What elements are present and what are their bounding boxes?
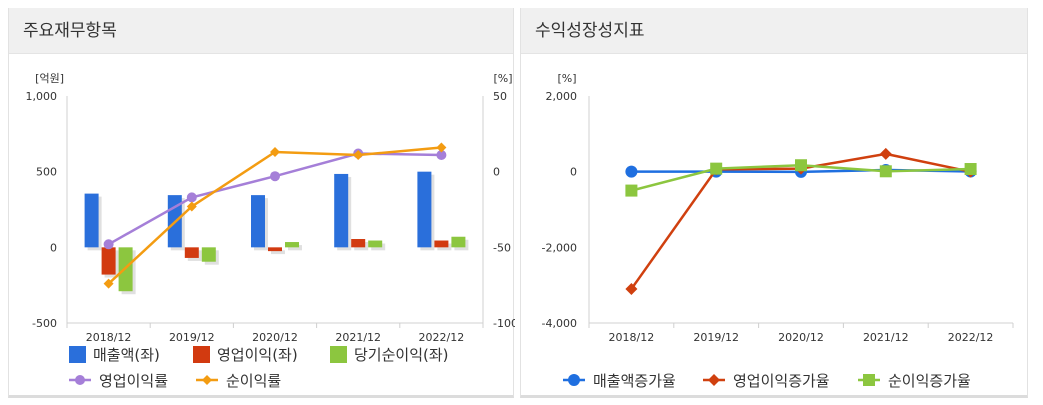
legend-marker [202,375,212,385]
x-tick-label: 2018/12 [86,331,132,344]
legend-swatch [193,346,210,363]
line-point [879,147,892,160]
legend-label: 매출액(좌) [93,346,160,364]
bar-series-0 [84,193,99,248]
line-point [103,239,114,250]
growth-indicators-chart: [%] 2,000 0 -2,000 -4,000 2018/12 2019/12 2020/… [542,72,1014,390]
y-axis-unit: [%] [557,72,576,85]
legend-label: 순이익률 [226,372,281,390]
bar-series-1 [184,247,199,258]
right-y-tick-label: 50 [493,90,507,103]
x-tick-label: 2021/12 [335,331,381,344]
line-point [186,192,197,203]
panel-title: 수익성장성지표 [521,8,1027,54]
bar-series-1 [351,239,366,248]
legend-label: 영업이익증가율 [733,372,830,390]
right-axis-unit: [%] [493,72,512,85]
bar-series-0 [251,195,265,248]
legend-label: 매출액증가율 [593,372,676,390]
left-y-tick-label: -500 [32,317,57,330]
x-tick-label: 2019/12 [169,331,215,344]
bar-series-1 [268,247,282,252]
bar-series-1 [434,240,449,248]
bar-series-0 [417,171,432,248]
right-y-tick-label: -100 [493,317,515,330]
x-tick-label: 2022/12 [948,331,994,344]
line-point [795,159,807,172]
line-point [625,282,638,295]
y-tick-label: 0 [570,166,577,179]
left-y-tick-label: 1,000 [26,90,58,103]
line-point [436,142,447,153]
bar-series-0 [334,173,349,248]
x-tick-label: 2020/12 [778,331,824,344]
left-axis-unit: [억원] [35,72,64,85]
bar-series-2 [451,236,466,248]
right-y-tick-label: 0 [493,166,500,179]
x-tick-label: 2021/12 [863,331,909,344]
y-tick-label: 2,000 [546,90,578,103]
left-y-tick-label: 0 [50,241,57,254]
panel-title: 주요재무항목 [9,8,513,54]
line-series-0 [107,152,442,246]
bar-shadow [288,245,302,251]
bar-series-2 [368,240,383,248]
legend-label: 당기순이익(좌) [354,346,449,364]
x-tick-label: 2019/12 [693,331,739,344]
y-tick-label: -2,000 [542,241,577,254]
line-point [625,165,638,178]
line-point [436,150,447,161]
line-point [186,201,197,212]
legend-label: 영업이익률 [99,372,168,390]
legend-marker [75,375,85,385]
y-tick-label: -4,000 [542,317,577,330]
x-tick-label: 2018/12 [609,331,655,344]
line-point [964,163,977,176]
legend-swatch [69,346,86,363]
right-y-tick-label: -50 [493,241,511,254]
line-point [270,171,280,182]
line-point [710,162,723,175]
legend-swatch [330,346,347,363]
x-tick-label: 2020/12 [252,331,298,344]
legend-marker [708,374,720,386]
bar-series-2 [201,247,216,262]
bar-series-2 [285,242,299,248]
legend-marker [863,374,875,386]
legend-label: 영업이익(좌) [217,346,298,364]
left-y-tick-label: 500 [36,166,57,179]
financial-items-panel: 주요재무항목 [억원] [%] 1,000 500 0 -500 50 0 -50 -100 201… [8,8,516,398]
legend-label: 순이익증가율 [888,372,971,390]
line-point [879,165,892,178]
line-point [103,278,114,289]
line-point [353,150,364,161]
x-tick-label: 2022/12 [419,331,465,344]
growth-indicators-panel: 수익성장성지표 [%] 2,000 0 -2,000 -4,000 2018/12 2019… [520,8,1028,398]
bar-shadow [271,250,285,255]
legend-marker [568,374,580,386]
bar-series-1 [101,247,116,275]
line-point [625,184,638,197]
line-point [270,146,280,157]
